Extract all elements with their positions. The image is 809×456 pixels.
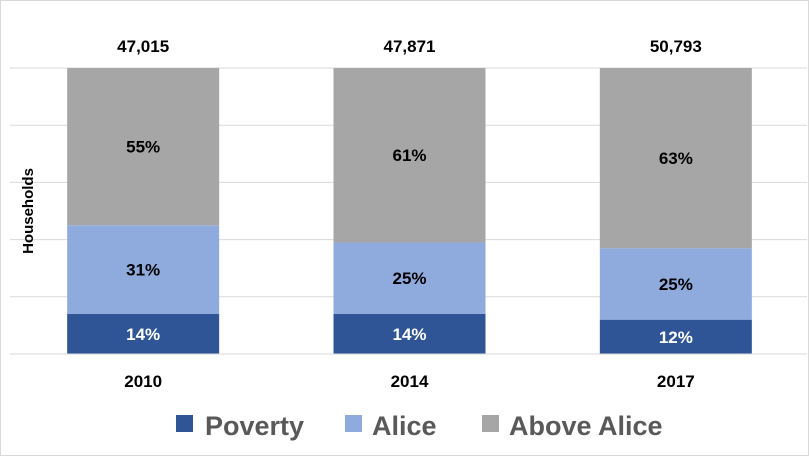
data-label: 14% <box>126 325 160 344</box>
bar-segment-poverty-2014 <box>333 313 486 354</box>
data-label: 25% <box>392 269 426 288</box>
data-label: 25% <box>659 275 693 294</box>
data-label: 14% <box>392 325 426 344</box>
x-tick-label: 2017 <box>657 372 695 391</box>
data-label: 63% <box>659 149 693 168</box>
bar-segment-alice-2010 <box>67 225 220 314</box>
data-label: 12% <box>659 328 693 347</box>
legend-label-alice: Alice <box>372 411 437 441</box>
bar-segment-poverty-2017 <box>599 319 752 354</box>
y-axis-label: Households <box>20 168 37 254</box>
legend-label-above-alice: Above Alice <box>509 411 663 441</box>
total-label: 50,793 <box>650 37 702 56</box>
bar-segment-above-alice-2017 <box>599 68 752 249</box>
total-label: 47,871 <box>384 37 436 56</box>
legend-swatch-above-alice <box>482 415 499 432</box>
legend-label-poverty: Poverty <box>205 411 304 441</box>
total-label: 47,015 <box>117 37 169 56</box>
x-tick-label: 2014 <box>391 372 429 391</box>
legend-swatch-alice <box>345 415 362 432</box>
bar-segment-above-alice-2014 <box>333 68 486 243</box>
bar-segment-above-alice-2010 <box>67 68 220 226</box>
data-label: 55% <box>126 138 160 157</box>
x-tick-label: 2010 <box>124 372 162 391</box>
data-label: 31% <box>126 261 160 280</box>
bar-segment-alice-2017 <box>599 248 752 320</box>
bar-segment-alice-2014 <box>333 242 486 314</box>
bar-segment-poverty-2010 <box>67 313 220 354</box>
legend-swatch-poverty <box>176 415 193 432</box>
data-label: 61% <box>392 146 426 165</box>
